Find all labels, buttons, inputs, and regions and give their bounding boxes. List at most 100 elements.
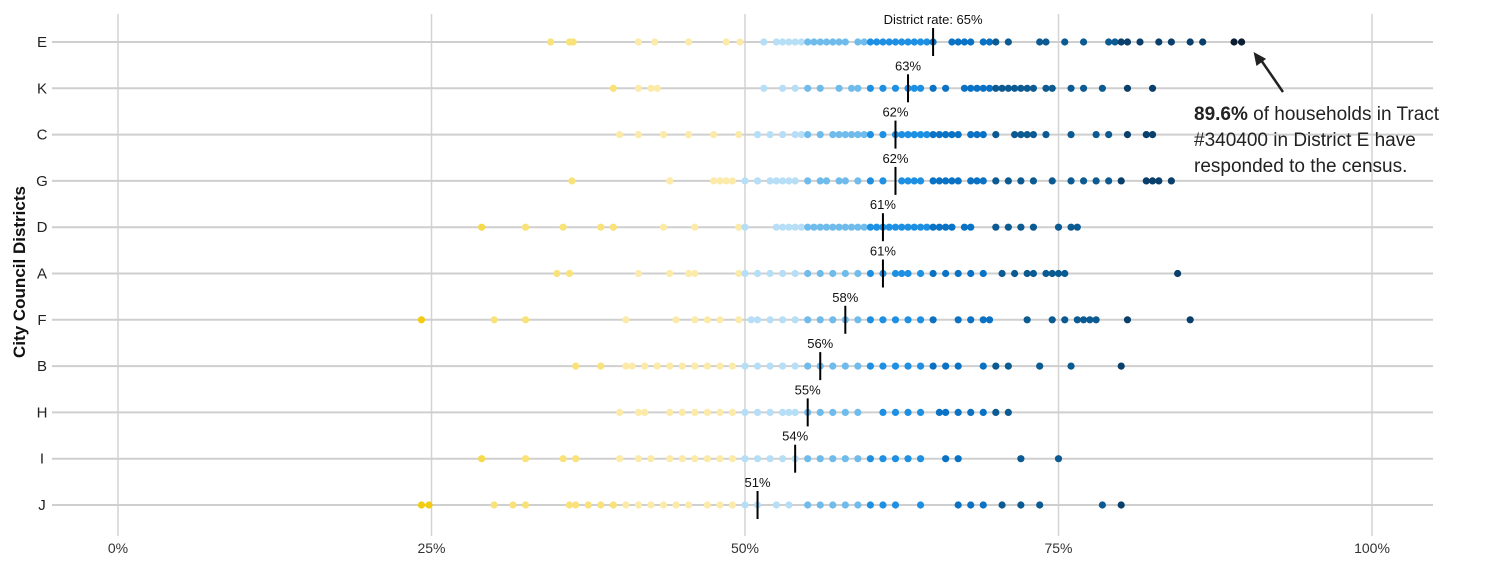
district-rate-label: 62% [882,151,908,166]
tract-dot [547,38,555,46]
tract-dot [967,131,975,139]
tract-dot [960,84,969,92]
tract-dot [816,269,824,278]
tract-dot [736,38,744,46]
tract-dot [816,131,824,139]
tract-dot [1174,269,1182,278]
district-label: J [38,497,46,514]
tract-dot [553,269,561,278]
tract-dot [804,131,812,139]
x-tick-label: 25% [417,540,445,556]
tract-dot [1079,84,1088,92]
tract-dot [942,269,950,278]
tract-dot [691,223,699,231]
annotation-arrow-head [1253,52,1267,67]
tract-dot [766,316,774,324]
tract-dot [703,455,711,463]
tract-dot [992,177,1000,185]
tract-dot [766,177,774,185]
tract-dot [1048,177,1056,185]
tract-dot [923,223,931,231]
tract-dot [985,84,994,92]
tract-dot [753,316,762,324]
tract-dot [1073,223,1081,231]
tract-dot [879,84,887,92]
tract-dot [841,177,849,185]
tract-dot [1117,38,1125,46]
tract-dot [569,38,577,46]
tract-dot [804,501,812,509]
tract-dot [898,269,906,278]
tract-dot [967,84,975,92]
tract-dot [741,269,749,278]
tract-dot [942,131,950,139]
tract-dot [521,455,530,463]
tract-dot [684,501,693,509]
tract-dot [703,362,711,370]
tract-dot [1123,316,1132,324]
tract-dot [716,316,724,324]
tract-dot [1029,177,1038,185]
tract-dot [1023,84,1031,92]
tract-dot [866,84,875,92]
tract-dot [929,362,937,370]
tract-dot [572,362,580,370]
tract-dot [1079,38,1088,46]
tract-dot [710,177,718,185]
tract-dot [898,223,906,231]
tract-dot [854,455,862,463]
tract-dot [785,177,793,185]
tract-dot [641,362,649,370]
tract-dot [866,223,875,231]
tract-dot [760,84,768,92]
tract-dot [916,501,925,509]
tract-dot [929,223,937,231]
tract-dot [822,223,831,231]
tract-dot [791,177,799,185]
tract-dot [992,38,1000,46]
tract-dot [1023,316,1031,324]
tract-dot [992,84,1000,92]
tract-dot [898,38,906,46]
tract-dot [1117,177,1125,185]
annotation-text: 89.6% of households in Tract #340400 in … [1194,102,1504,180]
tract-dot [860,38,868,46]
tract-dot [1004,38,1012,46]
tract-dot [666,455,674,463]
tract-dot [597,223,605,231]
tract-dot [979,362,987,370]
tract-dot [835,84,843,92]
tract-dot [979,316,987,324]
tract-dot [703,408,711,416]
tract-dots [417,38,1246,509]
tract-dot [1186,38,1194,46]
tract-dot [565,269,574,278]
tract-dot [910,131,918,139]
tract-dot [885,38,893,46]
tract-dot [791,131,799,139]
tract-dot [797,223,806,231]
tract-dot [1079,316,1088,324]
tract-dot [891,223,900,231]
tract-dot [835,177,843,185]
tract-dot [684,38,693,46]
district-label: E [37,34,47,51]
tract-dot [1054,269,1063,278]
tract-dot [653,362,661,370]
tract-dot [860,223,868,231]
tract-dot [847,84,856,92]
tract-dot [879,501,887,509]
tract-dot [753,455,762,463]
tract-dot [609,501,617,509]
tract-dot [659,223,668,231]
tract-dot [1061,269,1069,278]
tract-dot [622,362,630,370]
tract-dot [478,455,486,463]
district-labels: E K C G D A F B H I J [36,34,48,514]
tract-dot [684,269,693,278]
tract-dot [916,408,925,416]
tract-dot [954,455,962,463]
tract-dot [979,408,987,416]
tract-dot [804,455,812,463]
